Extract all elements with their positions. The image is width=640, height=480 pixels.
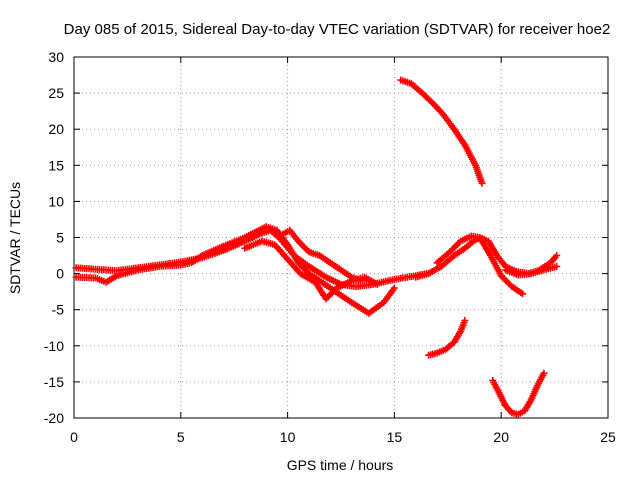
x-tick-label: 15 <box>387 429 403 445</box>
x-tick-label: 0 <box>70 429 78 445</box>
y-axis-label: SDTVAR / TECUs <box>7 182 23 294</box>
y-tick-label: -15 <box>44 374 64 390</box>
series-track-8 <box>502 262 561 279</box>
y-tick-label: 25 <box>48 85 64 101</box>
axis-ticks: 0 5 10 15 20 25 -20 -15 -10 -5 0 5 10 15 20 25 30 <box>44 49 616 445</box>
series-markers <box>489 369 548 418</box>
x-axis-label: GPS time / hours <box>287 457 394 473</box>
data-series <box>72 76 561 418</box>
y-tick-label: -10 <box>44 338 64 354</box>
y-tick-label: 0 <box>56 266 64 282</box>
series-track-2 <box>72 223 398 317</box>
x-tick-label: 25 <box>600 429 616 445</box>
y-tick-label: -20 <box>44 410 64 426</box>
series-track-9 <box>425 317 469 359</box>
series-markers <box>72 223 398 317</box>
series-markers <box>279 226 366 285</box>
grid <box>74 57 608 418</box>
x-tick-label: 20 <box>493 429 509 445</box>
x-tick-label: 5 <box>177 429 185 445</box>
y-tick-label: 15 <box>48 157 64 173</box>
y-tick-label: 20 <box>48 121 64 137</box>
series-markers <box>433 232 527 298</box>
series-track-4 <box>279 226 366 285</box>
series-markers <box>397 76 486 187</box>
series-track-7 <box>433 232 527 298</box>
chart-title: Day 085 of 2015, Sidereal Day-to-day VTE… <box>64 21 611 38</box>
series-track-10 <box>489 369 548 418</box>
series-markers <box>425 317 469 359</box>
series-markers <box>502 262 561 279</box>
x-tick-label: 10 <box>280 429 296 445</box>
series-track-5 <box>397 76 486 187</box>
y-tick-label: 30 <box>48 49 64 65</box>
y-tick-label: 10 <box>48 193 64 209</box>
y-tick-label: 5 <box>56 230 64 246</box>
y-tick-label: -5 <box>52 302 65 318</box>
